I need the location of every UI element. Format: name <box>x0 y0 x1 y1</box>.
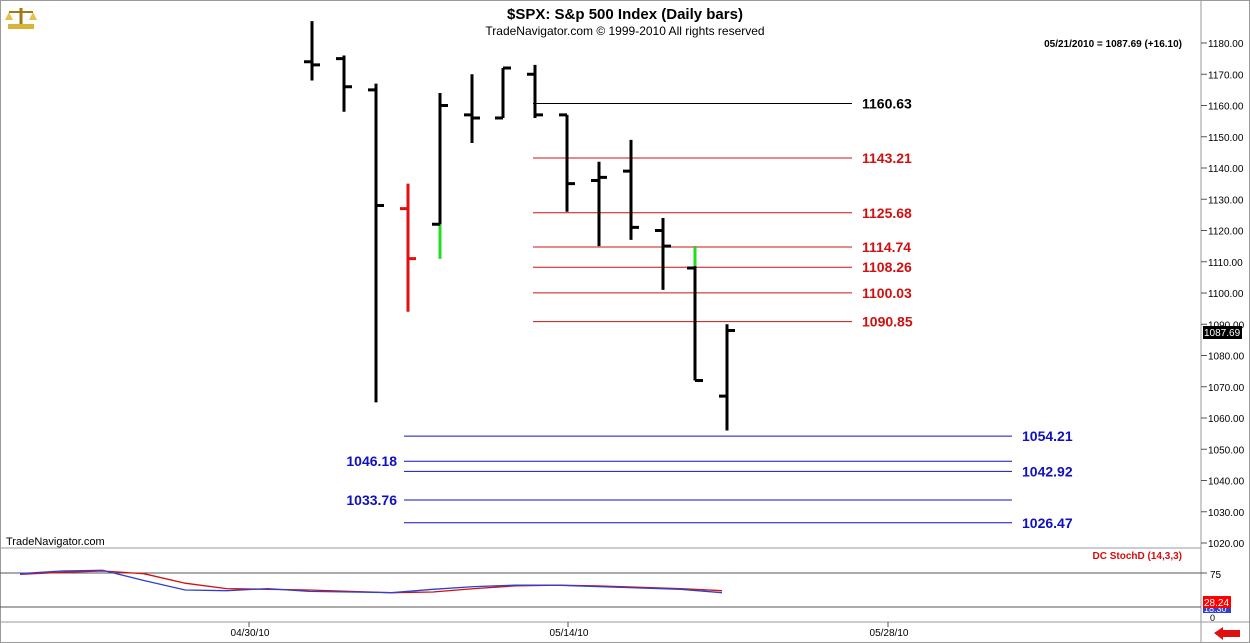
ohlc-bar <box>400 183 416 312</box>
left-arrow-icon[interactable] <box>1213 627 1243 640</box>
price-tick-label: 1080.00 <box>1208 352 1245 363</box>
ohlc-bar <box>559 113 575 212</box>
price-tick-label: 1170.00 <box>1208 70 1244 81</box>
stochastic-lines <box>19 569 723 594</box>
resistance-label: 1090.85 <box>862 314 913 330</box>
watermark: TradeNavigator.com <box>6 536 105 548</box>
support-label: 1046.18 <box>346 453 397 469</box>
indicator-hidden-value: 18.30 <box>1204 604 1227 614</box>
last-quote: 05/21/2010 = 1087.69 (+16.10) <box>1044 39 1182 50</box>
indicator-level-label: 75 <box>1210 570 1222 581</box>
price-tick-label: 1180.00 <box>1208 39 1244 50</box>
price-tick-label: 1130.00 <box>1208 195 1244 206</box>
chart-title: $SPX: S&p 500 Index (Daily bars) <box>507 6 743 23</box>
price-tick-label: 1090.00 <box>1208 320 1245 331</box>
indicator-value: 28.24 <box>1204 598 1229 609</box>
resistance-label: 1143.21 <box>862 150 912 166</box>
level-lines: 1160.63 1143.21 1125.68 1114.74 1108.26 1100.… <box>346 96 1072 531</box>
indicator-name: DC StochD (14,3,3) <box>1093 551 1182 562</box>
stoch-k-line <box>19 569 723 594</box>
resistance-label: 1125.68 <box>862 205 912 221</box>
support-label: 1042.92 <box>1022 463 1073 479</box>
price-tick-label: 1150.00 <box>1208 133 1244 144</box>
scales-icon[interactable] <box>5 8 37 29</box>
ohlc-bar <box>336 55 352 112</box>
price-tick-label: 1040.00 <box>1208 477 1245 488</box>
price-tick-label: 1060.00 <box>1208 414 1245 425</box>
current-price-box <box>1203 326 1242 339</box>
ohlc-bar <box>432 93 448 259</box>
date-label-2: 05/14/10 <box>550 628 589 639</box>
date-label-1: 04/30/10 <box>231 628 270 639</box>
support-label: 1054.21 <box>1022 428 1073 444</box>
copyright-text: TradeNavigator.com © 1999-2010 All right… <box>485 24 764 38</box>
support-label: 1026.47 <box>1022 515 1073 531</box>
resistance-label: 1100.03 <box>862 285 912 301</box>
resistance-label: 1114.74 <box>862 239 911 255</box>
price-tick-label: 1140.00 <box>1208 164 1244 175</box>
ohlc-bar <box>495 66 511 120</box>
price-bars <box>304 21 735 431</box>
price-tick-label: 1110.00 <box>1208 258 1243 269</box>
ohlc-bar <box>623 139 639 240</box>
price-axis: 1180.00 1170.00 1160.00 1150.00 1140.00 1130.… <box>1201 39 1245 550</box>
ohlc-bar <box>687 246 703 382</box>
pivot-label: 1160.63 <box>862 96 912 112</box>
ohlc-bar <box>719 324 735 431</box>
price-tick-label: 1120.00 <box>1208 227 1244 238</box>
price-tick-label: 1050.00 <box>1208 445 1245 456</box>
ohlc-bar <box>304 21 320 81</box>
ohlc-bar <box>527 64 543 118</box>
indicator-value-box <box>1203 596 1231 608</box>
support-label: 1033.76 <box>346 492 397 508</box>
ohlc-bar <box>368 83 384 403</box>
price-tick-label: 1020.00 <box>1208 539 1245 550</box>
resistance-label: 1108.26 <box>862 259 912 275</box>
date-label-3: 05/28/10 <box>870 628 909 639</box>
price-tick-label: 1100.00 <box>1208 289 1244 300</box>
indicator-zero-label: 0 <box>1210 613 1215 623</box>
ohlc-bar <box>591 161 607 247</box>
ohlc-bar <box>655 218 671 290</box>
ohlc-bar <box>464 74 480 143</box>
price-tick-label: 1160.00 <box>1208 102 1244 113</box>
current-price-label: 1087.69 <box>1204 328 1241 339</box>
price-tick-label: 1030.00 <box>1208 508 1245 519</box>
price-tick-label: 1070.00 <box>1208 383 1245 394</box>
